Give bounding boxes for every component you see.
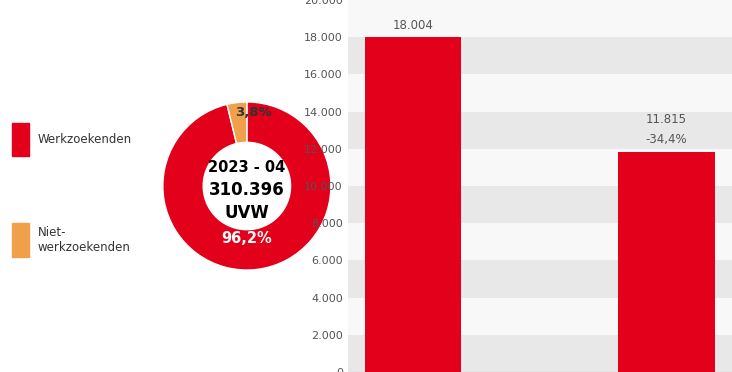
Text: 18.004: 18.004 bbox=[393, 19, 433, 32]
Text: UVW: UVW bbox=[225, 204, 269, 222]
Bar bbox=[12, 223, 29, 257]
Text: 2023 - 04: 2023 - 04 bbox=[208, 160, 285, 175]
Text: 96,2%: 96,2% bbox=[222, 231, 272, 246]
Text: -34,4%: -34,4% bbox=[646, 133, 687, 146]
Bar bbox=[348, 149, 732, 186]
Text: 3,8%: 3,8% bbox=[235, 106, 272, 119]
Bar bbox=[348, 186, 732, 223]
Bar bbox=[348, 298, 732, 335]
Bar bbox=[348, 37, 732, 74]
Bar bbox=[348, 335, 732, 372]
Bar bbox=[348, 74, 732, 112]
Bar bbox=[348, 112, 732, 149]
Text: 11.815: 11.815 bbox=[646, 113, 687, 126]
Text: Werkzoekenden: Werkzoekenden bbox=[38, 133, 132, 146]
Text: 310.396: 310.396 bbox=[209, 181, 285, 199]
Bar bbox=[348, 260, 732, 298]
Bar bbox=[348, 0, 732, 37]
Text: Niet-
werkzoekenden: Niet- werkzoekenden bbox=[38, 226, 131, 254]
Bar bbox=[619, 152, 714, 372]
Wedge shape bbox=[227, 102, 247, 144]
Wedge shape bbox=[163, 102, 331, 270]
Bar bbox=[365, 37, 461, 372]
Bar bbox=[348, 223, 732, 260]
Bar bbox=[12, 123, 29, 156]
